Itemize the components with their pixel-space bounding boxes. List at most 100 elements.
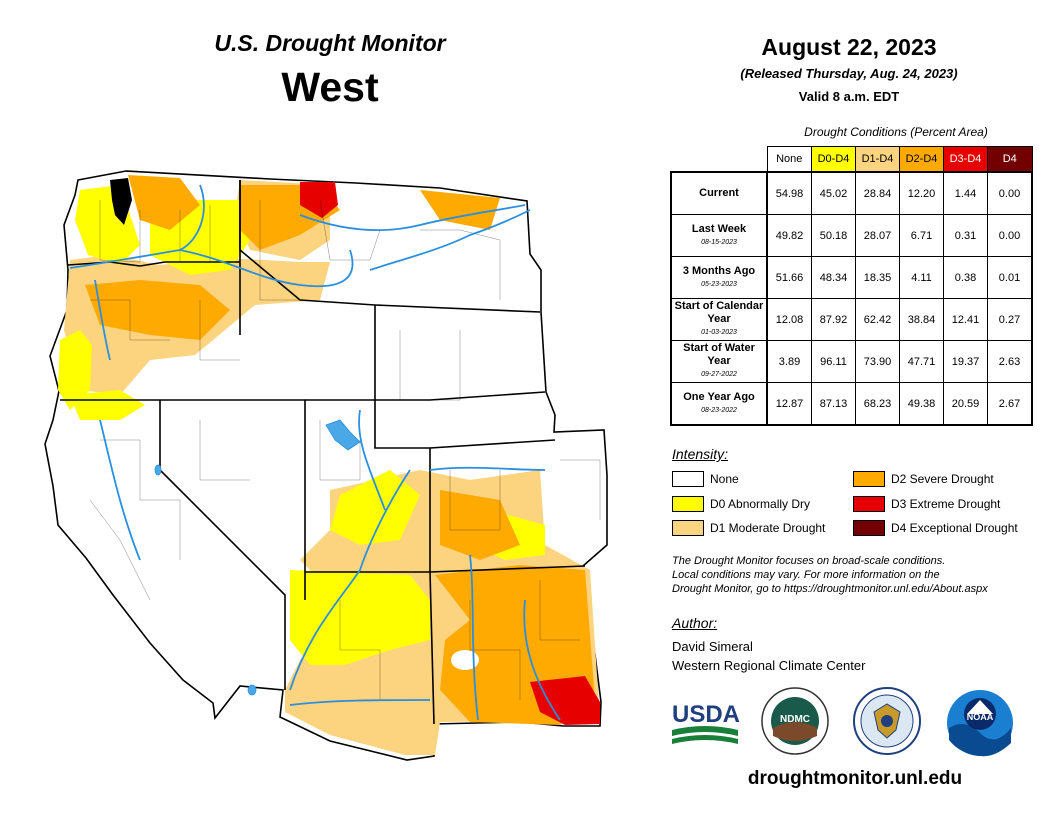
table-cell: 19.37: [943, 340, 988, 383]
commerce-seal-icon: [853, 687, 921, 755]
table-cell: 49.38: [899, 382, 944, 426]
table-corner: [671, 146, 768, 173]
table-cell: 0.00: [987, 171, 1033, 215]
table-cell: 4.11: [899, 256, 944, 299]
salton-sea: [247, 684, 257, 696]
d0-arizona: [290, 570, 430, 665]
table-row: 3 Months Ago 05-23-2023 51.66 48.34 18.35…: [670, 256, 1033, 299]
river-yellowstone: [369, 209, 531, 271]
rivers: [69, 184, 561, 721]
legend-title: Intensity:: [672, 446, 729, 462]
river-colorado: [289, 469, 411, 691]
website-link[interactable]: droughtmonitor.unl.edu: [747, 768, 963, 789]
table-cell: 2.67: [987, 382, 1033, 426]
d3-areas: [300, 182, 600, 725]
state-borders: [60, 180, 586, 725]
table-cell: 48.34: [811, 256, 856, 299]
table-cell: 54.98: [766, 171, 812, 215]
table-header-row: None D0-D4 D1-D4 D2-D4 D3-D4 D4: [671, 146, 1033, 173]
lake-tahoe: [154, 464, 162, 476]
row-label: Start of Calendar Year 01-03-2023: [670, 298, 768, 341]
author-name: David Simeral: [672, 639, 753, 654]
row-label: Start of Water Year 09-27-2022: [670, 340, 768, 383]
author-block: David Simeral Western Regional Climate C…: [672, 637, 865, 675]
table-row: Start of Water Year 09-27-2022 3.89 96.11…: [670, 340, 1033, 383]
d0-oregon-coast: [58, 330, 92, 410]
map-title: U.S. Drought Monitor: [214, 30, 446, 56]
table-cell: 87.92: [811, 298, 856, 341]
river-sacramento: [99, 419, 141, 561]
table-cell: 51.66: [766, 256, 812, 299]
table-cell: 47.71: [899, 340, 944, 383]
border-ca-nv: [159, 400, 286, 690]
river-gila: [289, 699, 431, 706]
d2-oregon: [85, 280, 230, 340]
border-co-north: [429, 439, 556, 449]
conditions-table: None D0-D4 D1-D4 D2-D4 D3-D4 D4 Current …: [670, 146, 1033, 426]
table-cell: 12.08: [766, 298, 812, 341]
legend-swatch: [672, 496, 704, 512]
table-cell: 62.42: [855, 298, 900, 341]
map-date: August 22, 2023: [761, 34, 937, 60]
table-cell: 3.89: [766, 340, 812, 383]
river-green: [358, 409, 386, 511]
table-cell: 12.20: [899, 171, 944, 215]
table-cell: 50.18: [811, 214, 856, 257]
table-cell: 12.41: [943, 298, 988, 341]
river-pecos: [523, 599, 561, 721]
col-header-none: None: [766, 146, 812, 173]
legend-item-d1: D1 Moderate Drought: [672, 519, 825, 537]
table-row: Start of Calendar Year 01-03-2023 12.08 8…: [670, 298, 1033, 341]
border-id-mt: [239, 180, 376, 306]
release-date: (Released Thursday, Aug. 24, 2023): [740, 66, 958, 81]
river-snake: [179, 249, 354, 288]
border-mt-wy: [374, 304, 541, 313]
row-label: 3 Months Ago 05-23-2023: [670, 256, 768, 299]
table-cell: 28.07: [855, 214, 900, 257]
legend-swatch: [853, 496, 885, 512]
county-lines: [89, 199, 601, 700]
border-ut-co: [305, 399, 431, 572]
author-org: Western Regional Climate Center: [672, 658, 866, 673]
legend-item-none: None: [672, 470, 739, 488]
river-platte: [429, 466, 546, 471]
legend-swatch: [853, 520, 885, 536]
table-cell: 0.27: [987, 298, 1033, 341]
svg-text:NDMC: NDMC: [780, 714, 810, 725]
row-label: One Year Ago 08-23-2022: [670, 382, 768, 426]
table-cell: 0.38: [943, 256, 988, 299]
table-cell: 87.13: [811, 382, 856, 426]
legend-item-d4: D4 Exceptional Drought: [853, 519, 1018, 537]
author-title: Author:: [672, 615, 718, 631]
region-title: West: [281, 64, 379, 110]
lakes: [154, 419, 361, 696]
d3-new-mexico-se: [530, 676, 600, 725]
noaa-logo: NOAA: [947, 690, 1013, 757]
svg-text:USDA: USDA: [672, 701, 740, 728]
usda-logo: USDA: [672, 701, 740, 744]
table-row: Current 54.98 45.02 28.84 12.20 1.44 0.0…: [670, 171, 1033, 215]
col-header-d4: D4: [987, 146, 1033, 173]
table-cell: 6.71: [899, 214, 944, 257]
table-cell: 1.44: [943, 171, 988, 215]
col-header-d0: D0-D4: [811, 146, 856, 173]
legend-swatch: [672, 471, 704, 487]
table-cell: 45.02: [811, 171, 856, 215]
legend-item-d3: D3 Extreme Drought: [853, 495, 1000, 513]
table-cell: 28.84: [855, 171, 900, 215]
svg-text:NOAA: NOAA: [967, 712, 994, 722]
river-willamette: [94, 279, 111, 361]
table-row: Last Week 08-15-2023 49.82 50.18 28.07 6.…: [670, 214, 1033, 257]
table-row: One Year Ago 08-23-2022 12.87 87.13 68.23…: [670, 382, 1033, 426]
table-cell: 18.35: [855, 256, 900, 299]
river-missouri: [299, 204, 526, 232]
border-nm-co: [429, 565, 586, 573]
none-area-new-mexico: [451, 650, 479, 670]
legend-swatch: [853, 471, 885, 487]
disclaimer-note: The Drought Monitor focuses on broad-sca…: [672, 555, 988, 595]
table-cell: 0.01: [987, 256, 1033, 299]
d2-washington: [128, 175, 200, 230]
river-rio-grande: [469, 554, 479, 721]
d0-california-north: [70, 390, 145, 420]
river-columbia: [69, 184, 205, 269]
